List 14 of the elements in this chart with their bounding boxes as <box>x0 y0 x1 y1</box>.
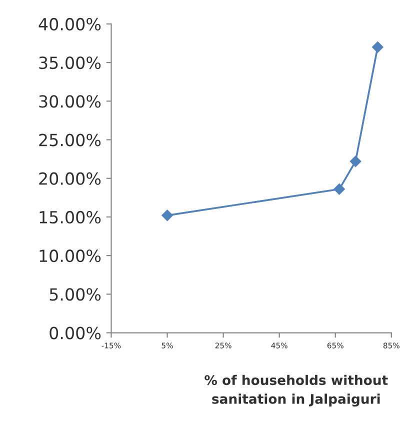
y-tick-label: 0.00% <box>50 326 101 340</box>
point <box>372 41 384 53</box>
point <box>162 210 173 222</box>
y-tick-label: 15.00% <box>40 210 101 224</box>
y-tick-label: 35.00% <box>39 56 101 70</box>
point <box>350 156 362 167</box>
point <box>334 184 345 195</box>
x-axis-title: % of households without sanitation in Jalpaiguri <box>204 374 388 407</box>
y-tick-label: 30.00% <box>39 95 101 108</box>
y-tick-label: 40.00% <box>38 18 101 30</box>
y-tick-label: 10.00% <box>40 250 101 262</box>
y-tick-label: 25.00% <box>39 134 101 146</box>
y-tick-label: 20.00% <box>39 172 101 185</box>
y-tick-label: 5.00% <box>50 288 101 301</box>
